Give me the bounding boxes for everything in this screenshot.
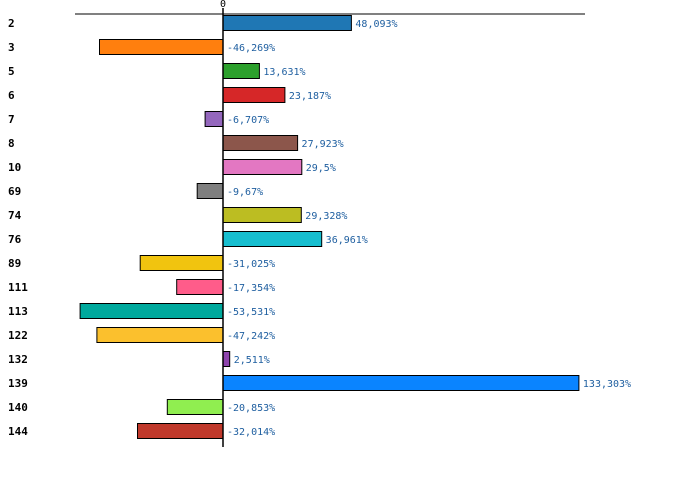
category-label-3: 3 [8, 41, 15, 54]
bar-139 [222, 375, 580, 391]
value-label-144: -32,014% [227, 427, 275, 438]
bar-144 [137, 423, 224, 439]
zero-tick-label: 0 [220, 0, 226, 10]
bar-2 [222, 15, 352, 31]
value-label-6: 23,187% [289, 91, 331, 102]
value-label-5: 13,631% [263, 67, 305, 78]
bar-8 [222, 135, 299, 151]
bar-122 [96, 327, 224, 343]
bars-layer [79, 15, 580, 439]
category-label-89: 89 [8, 257, 21, 270]
bar-132 [222, 351, 231, 367]
bar-74 [222, 207, 302, 223]
category-label-74: 74 [8, 209, 22, 222]
bar-111 [176, 279, 224, 295]
value-label-7: -6,707% [227, 115, 269, 126]
category-label-139: 139 [8, 377, 28, 390]
category-label-111: 111 [8, 281, 28, 294]
value-label-76: 36,961% [326, 235, 368, 246]
bar-10 [222, 159, 303, 175]
category-label-10: 10 [8, 161, 21, 174]
category-label-5: 5 [8, 65, 15, 78]
category-label-76: 76 [8, 233, 22, 246]
category-label-6: 6 [8, 89, 15, 102]
value-label-8: 27,923% [302, 139, 344, 150]
value-label-139: 133,303% [583, 379, 631, 390]
bar-69 [196, 183, 224, 199]
bar-76 [222, 231, 323, 247]
value-label-113: -53,531% [227, 307, 275, 318]
labels-layer: 2 48,093% 3 -46,269% 5 13,631% 6 23,187% 7 -6,707… [8, 17, 631, 438]
value-label-69: -9,67% [227, 187, 263, 198]
value-label-10: 29,5% [306, 163, 336, 174]
bar-3 [99, 39, 224, 55]
bar-5 [222, 63, 260, 79]
value-label-89: -31,025% [227, 259, 275, 270]
value-label-132: 2,511% [234, 355, 270, 366]
category-label-140: 140 [8, 401, 28, 414]
category-label-113: 113 [8, 305, 28, 318]
value-label-122: -47,242% [227, 331, 275, 342]
category-label-132: 132 [8, 353, 28, 366]
category-label-69: 69 [8, 185, 21, 198]
bar-89 [139, 255, 224, 271]
bar-113 [79, 303, 224, 319]
category-label-8: 8 [8, 137, 15, 150]
category-label-2: 2 [8, 17, 15, 30]
value-label-2: 48,093% [355, 19, 397, 30]
category-label-122: 122 [8, 329, 28, 342]
value-label-140: -20,853% [227, 403, 275, 414]
bar-6 [222, 87, 286, 103]
value-label-111: -17,354% [227, 283, 275, 294]
category-label-144: 144 [8, 425, 28, 438]
bar-7 [204, 111, 224, 127]
category-label-7: 7 [8, 113, 15, 126]
value-label-74: 29,328% [305, 211, 347, 222]
value-label-3: -46,269% [227, 43, 275, 54]
bar-140 [166, 399, 224, 415]
